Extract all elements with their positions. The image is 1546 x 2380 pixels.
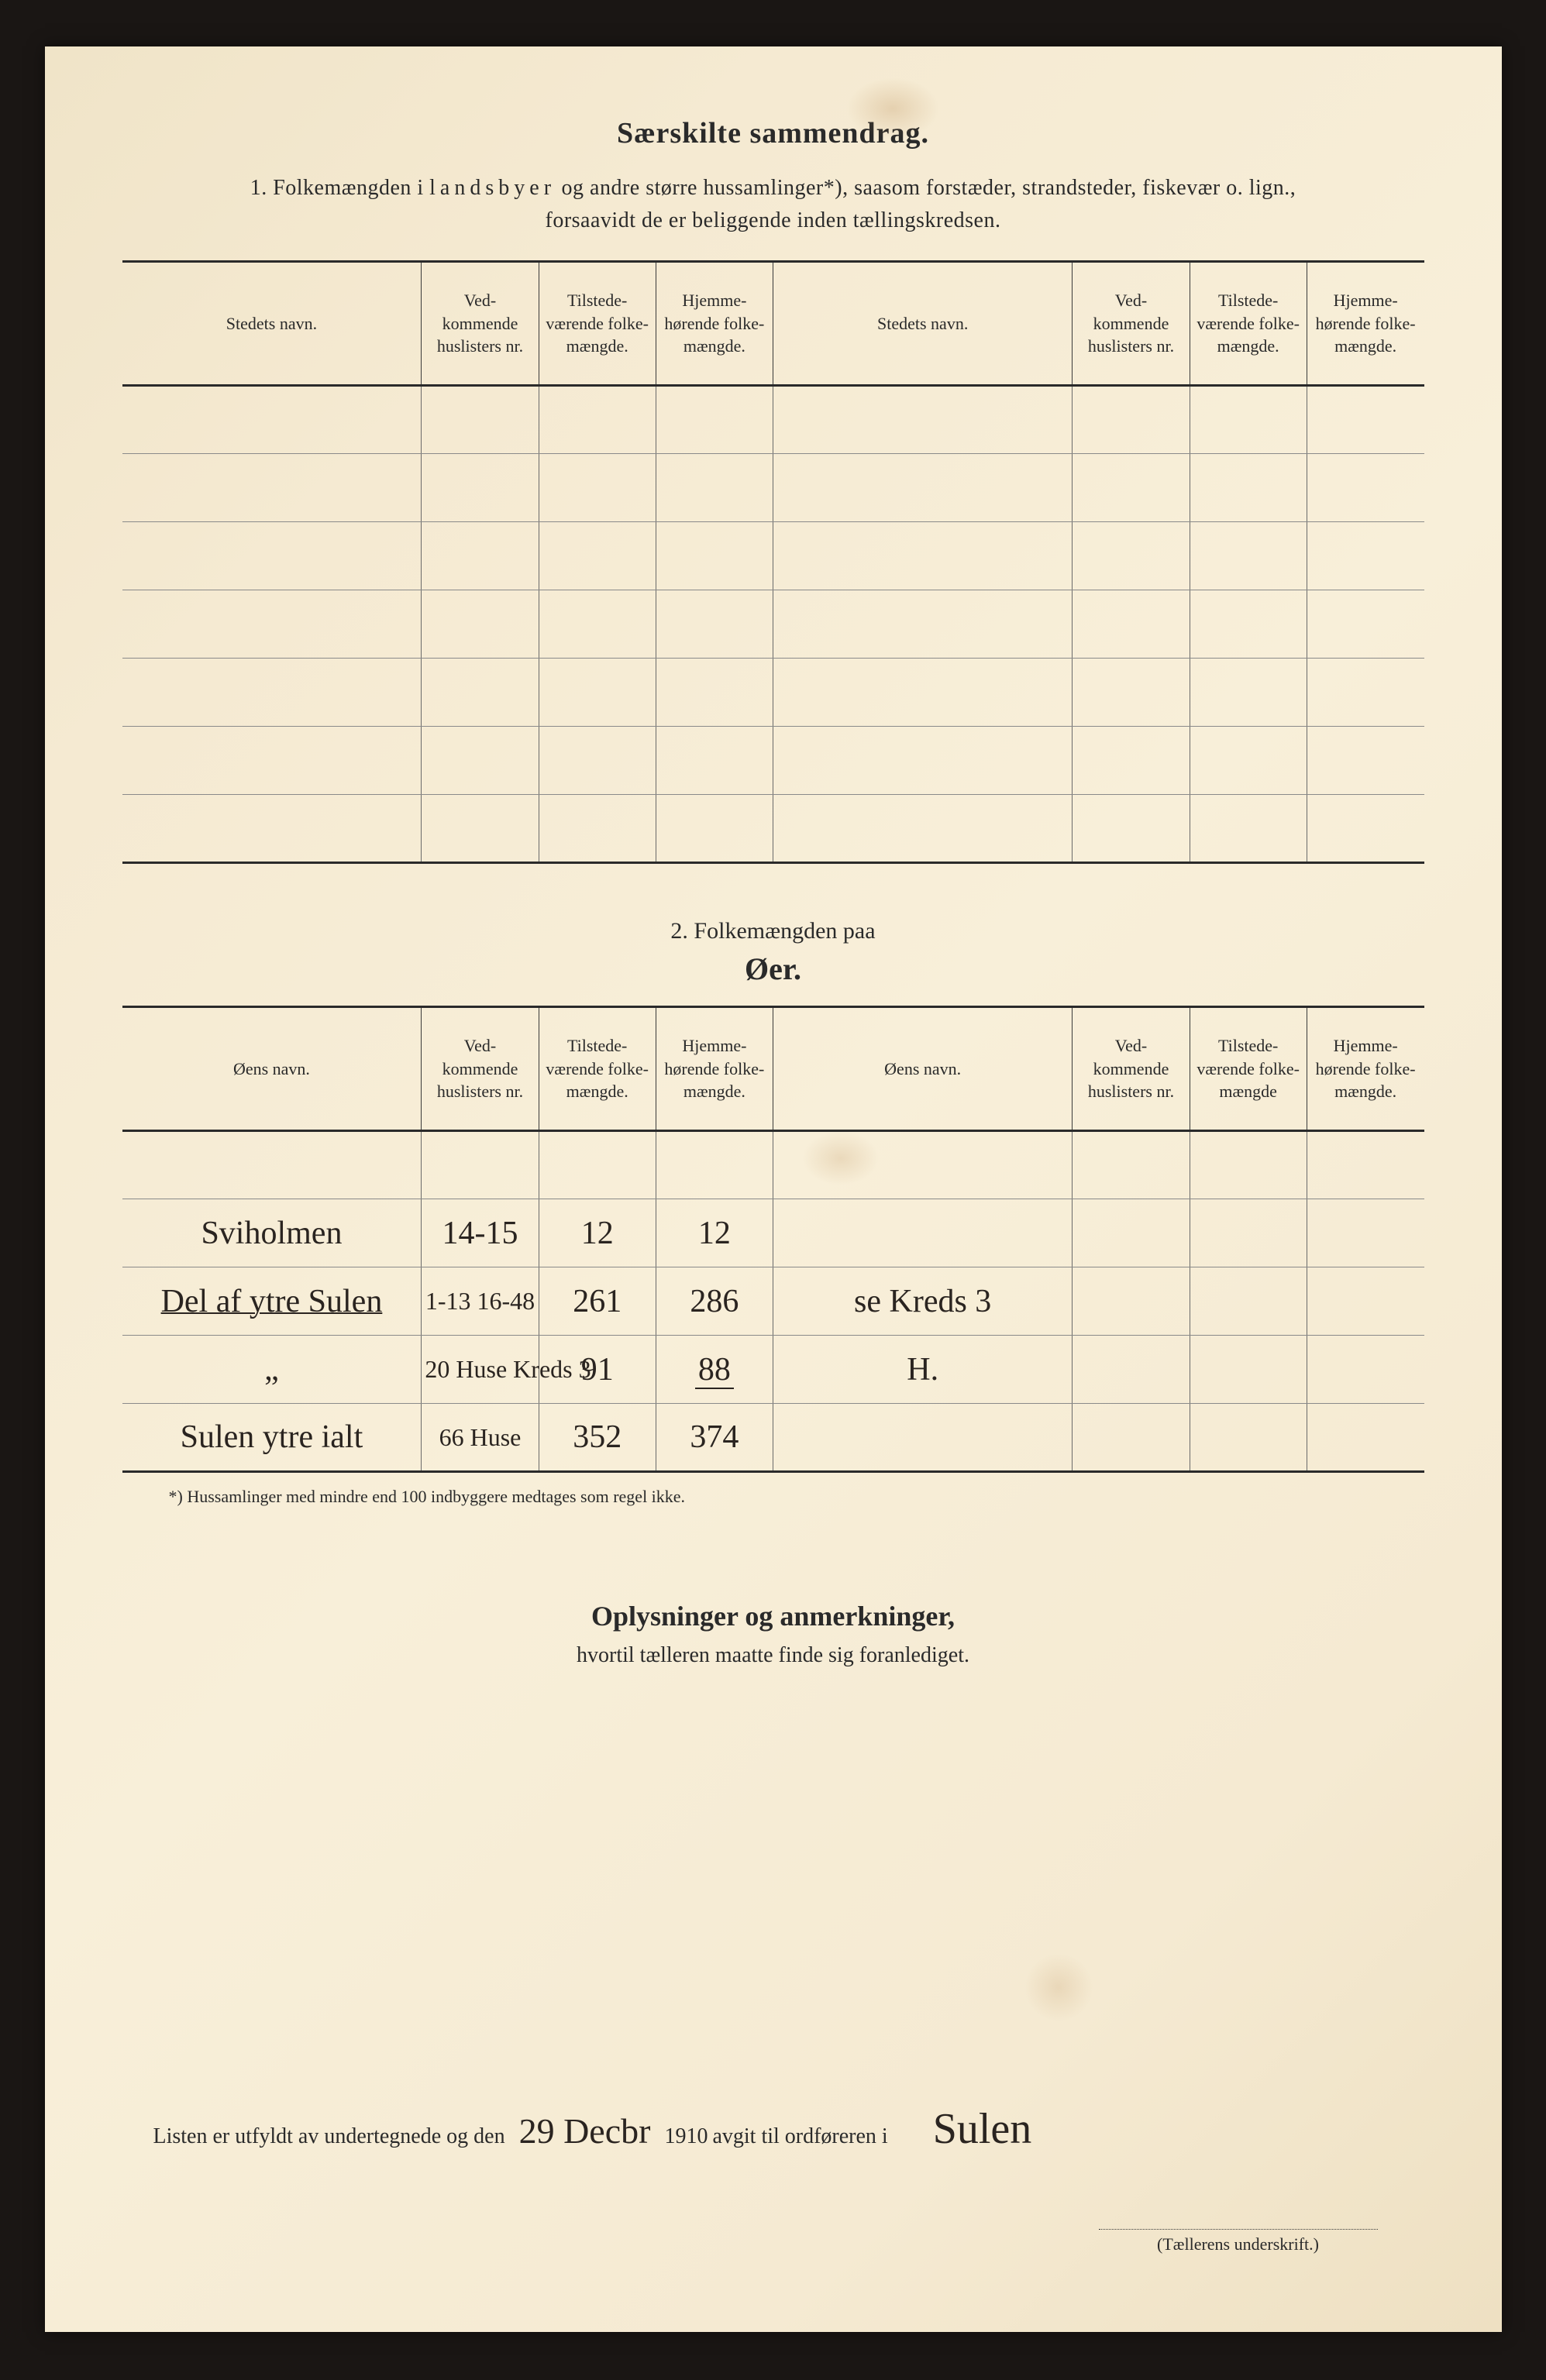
hw-name: Del af ytre Sulen [161, 1284, 383, 1319]
signature-caption: (Tællerens underskrift.) [1099, 2229, 1378, 2254]
col-header: Tilstede-værende folke-mængde. [539, 262, 656, 386]
table-row [122, 727, 1424, 795]
sig-prefix: Listen er utfyldt av undertegnede og den [153, 2124, 505, 2149]
section3-subtitle: hvortil tælleren maatte finde sig foranl… [122, 1643, 1424, 1668]
table-header-row: Øens navn. Ved-kommende huslisters nr. T… [122, 1007, 1424, 1131]
footnote: *) Hussamlinger med mindre end 100 indby… [122, 1487, 1424, 1507]
table-body-empty [122, 386, 1424, 863]
sig-year: 1910 [664, 2124, 708, 2149]
section2-pretitle: 2. Folkemængden paa [122, 918, 1424, 944]
col-header: Ved-kommende huslisters nr. [1073, 1007, 1190, 1131]
table-row [122, 590, 1424, 659]
col-header: Hjemme-hørende folke-mængde. [1307, 1007, 1424, 1131]
subtitle-spaced: landsbyer [429, 176, 556, 200]
sig-date-hw: 29 Decbr [510, 2110, 660, 2151]
hw-value: 91 [581, 1352, 614, 1388]
col-header: Ved-kommende huslisters nr. [422, 1007, 539, 1131]
col-header: Øens navn. [122, 1007, 422, 1131]
table-row: Sviholmen 14-15 12 12 [122, 1199, 1424, 1267]
hw-value: 261 [573, 1284, 621, 1319]
sig-mid: avgit til ordføreren i [712, 2124, 887, 2149]
col-header: Tilstede-værende folke-mængde. [1190, 262, 1307, 386]
hw-name: „ [264, 1352, 279, 1388]
col-header: Tilstede-værende folke-mængde. [539, 1007, 656, 1131]
section3-title: Oplysninger og anmerkninger, [122, 1600, 1424, 1632]
table-row [122, 659, 1424, 727]
hw-value: 14-15 [442, 1216, 518, 1251]
census-form-page: Særskilte sammendrag. 1. Folkemængden i … [45, 46, 1502, 2332]
table-row [122, 386, 1424, 454]
subtitle-line2: forsaavidt de er beliggende inden tællin… [546, 208, 1001, 232]
col-header: Hjemme-hørende folke-mængde. [656, 262, 773, 386]
table-row: Del af ytre Sulen 1-13 16-48 261 286 se … [122, 1267, 1424, 1336]
hw-value: 66 Huse [439, 1423, 522, 1451]
table-row: Sulen ytre ialt 66 Huse 352 374 [122, 1404, 1424, 1472]
hw-value: 88 [695, 1352, 734, 1389]
col-header: Stedets navn. [773, 262, 1072, 386]
hw-name: H. [907, 1352, 938, 1388]
paper-stain [846, 77, 939, 139]
section1-title: Særskilte sammendrag. [122, 116, 1424, 150]
table-row [122, 1131, 1424, 1199]
table-row [122, 795, 1424, 863]
col-header: Tilstede-værende folke-mængde [1190, 1007, 1307, 1131]
col-header: Stedets navn. [122, 262, 422, 386]
table-body-data: Sviholmen 14-15 12 12 Del af ytre Sulen … [122, 1131, 1424, 1472]
hw-name: Sulen ytre ialt [181, 1419, 363, 1455]
hw-value: 286 [690, 1284, 739, 1319]
hw-value: 374 [690, 1419, 739, 1455]
hw-value: 1-13 16-48 [425, 1287, 535, 1315]
section2-title: Øer. [122, 951, 1424, 987]
hw-value: 12 [698, 1216, 731, 1251]
paper-stain [1024, 1952, 1093, 2022]
table-row: „ 20 Huse Kreds 3 91 88 H. [122, 1336, 1424, 1404]
signature-line: Listen er utfyldt av undertegnede og den… [153, 2104, 1393, 2154]
hw-value: 12 [581, 1216, 614, 1251]
table-section2: Øens navn. Ved-kommende huslisters nr. T… [122, 1006, 1424, 1473]
hw-value: 352 [573, 1419, 621, 1455]
table-row [122, 522, 1424, 590]
sig-place-hw: Sulen [924, 2104, 1042, 2154]
hw-value: 20 Huse Kreds 3 [425, 1355, 591, 1383]
hw-name: Sviholmen [201, 1216, 342, 1251]
col-header: Øens navn. [773, 1007, 1072, 1131]
col-header: Hjemme-hørende folke-mængde. [1307, 262, 1424, 386]
table-section1: Stedets navn. Ved-kommende huslisters nr… [122, 260, 1424, 864]
hw-name: se Kreds 3 [854, 1284, 991, 1319]
subtitle-text: og andre større hussamlinger*), saasom f… [556, 176, 1296, 200]
table-header-row: Stedets navn. Ved-kommende huslisters nr… [122, 262, 1424, 386]
table-row [122, 454, 1424, 522]
col-header: Ved-kommende huslisters nr. [1073, 262, 1190, 386]
paper-stain [802, 1131, 880, 1185]
col-header: Hjemme-hørende folke-mængde. [656, 1007, 773, 1131]
col-header: Ved-kommende huslisters nr. [422, 262, 539, 386]
section1-subtitle: 1. Folkemængden i landsbyer og andre stø… [122, 172, 1424, 237]
subtitle-text: 1. Folkemængden i [250, 176, 429, 200]
